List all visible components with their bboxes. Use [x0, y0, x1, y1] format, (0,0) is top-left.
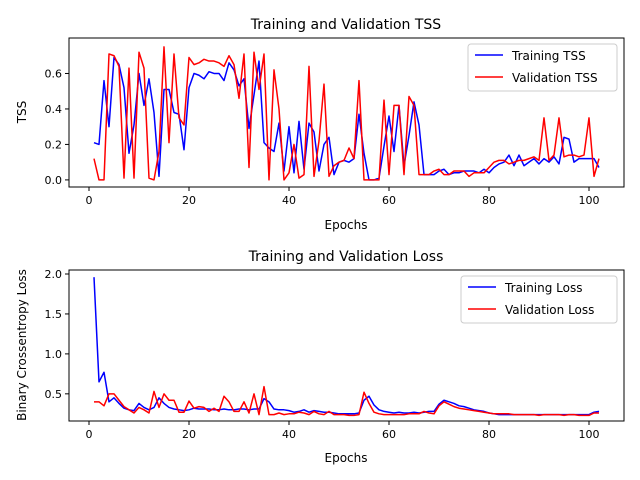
tss-ytick-label: 0.2 [45, 138, 63, 151]
loss-series-validation-line [94, 385, 599, 417]
tss-legend-label-training: Training TSS [511, 49, 586, 63]
loss-xtick-label: 100 [579, 428, 600, 441]
tss-xtick-label: 40 [282, 194, 296, 207]
tss-title: Training and Validation TSS [250, 17, 442, 33]
loss-title: Training and Validation Loss [248, 249, 444, 265]
tss-xtick-label: 100 [579, 194, 600, 207]
tss-legend-box [467, 43, 618, 92]
loss-ytick-label: 1.0 [45, 348, 63, 361]
loss-yticks: 0.5 1.0 1.5 2.0 [45, 268, 69, 401]
loss-ytick-label: 1.5 [45, 308, 63, 321]
loss-xticks: 0 20 40 60 80 100 [86, 421, 600, 441]
tss-xlabel: Epochs [325, 218, 368, 232]
loss-xtick-label: 20 [182, 428, 196, 441]
tss-xtick-label: 80 [482, 194, 496, 207]
tss-xticks: 0 20 40 60 80 100 [86, 187, 600, 207]
tss-subplot: Training and Validation TSS 0 20 40 60 80 100… [15, 17, 625, 232]
loss-xtick-label: 0 [86, 428, 93, 441]
tss-axes-frame [68, 37, 625, 188]
tss-legend-label-validation: Validation TSS [512, 71, 598, 85]
tss-ytick-label: 0.0 [45, 174, 63, 187]
tss-ylabel: TSS [15, 101, 29, 125]
loss-ytick-label: 2.0 [45, 268, 63, 281]
loss-ylabel: Binary Crossentropy Loss [15, 269, 29, 421]
loss-legend: Training Loss Validation Loss [460, 275, 618, 324]
loss-xtick-label: 60 [382, 428, 396, 441]
loss-subplot: Training and Validation Loss 0 20 40 60 80 10… [15, 249, 625, 465]
tss-ytick-label: 0.6 [45, 67, 63, 80]
tss-plot-area [93, 46, 600, 181]
loss-plot-area [93, 277, 600, 417]
loss-xtick-label: 40 [282, 428, 296, 441]
loss-axes-frame [68, 269, 625, 422]
tss-legend: Training TSS Validation TSS [467, 43, 618, 92]
tss-xtick-label: 60 [382, 194, 396, 207]
loss-xlabel: Epochs [325, 451, 368, 465]
tss-xtick-label: 20 [182, 194, 196, 207]
tss-yticks: 0.0 0.2 0.4 0.6 [45, 67, 69, 187]
loss-legend-label-validation: Validation Loss [505, 303, 594, 317]
tss-xtick-label: 0 [86, 194, 93, 207]
tss-ytick-label: 0.4 [45, 103, 63, 116]
loss-ytick-label: 0.5 [45, 388, 63, 401]
tss-series-validation-line [93, 46, 600, 181]
loss-legend-label-training: Training Loss [504, 281, 582, 295]
loss-legend-box [460, 275, 618, 324]
loss-xtick-label: 80 [482, 428, 496, 441]
